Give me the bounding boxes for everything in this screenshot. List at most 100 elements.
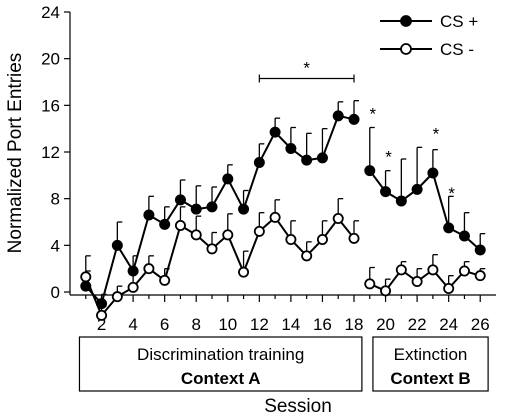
- data-point: [111, 291, 123, 303]
- annotation-layer: * * * * *: [258, 59, 455, 203]
- data-point: [80, 271, 92, 283]
- data-point: [443, 282, 455, 294]
- legend-item: CS -: [380, 40, 474, 59]
- series-cs-plus: [80, 100, 486, 310]
- data-point: [348, 232, 360, 244]
- phase-box-extinction: Extinction Context B: [372, 336, 489, 392]
- data-point: [427, 264, 439, 276]
- legend-label: CS -: [440, 40, 474, 59]
- phase-box-context: Context B: [390, 369, 470, 388]
- data-point: [364, 278, 376, 290]
- series-layer: [80, 100, 486, 321]
- data-point: [159, 274, 171, 286]
- y-tick-label: 24: [41, 3, 60, 22]
- data-point: [395, 195, 407, 207]
- data-point: [316, 152, 328, 164]
- x-tick-label: 6: [160, 315, 169, 334]
- data-point: [458, 230, 470, 242]
- y-tick-label: 12: [41, 143, 60, 162]
- significance-star: *: [385, 148, 392, 167]
- x-axis-label: Session: [264, 396, 332, 417]
- series-cs-minus: [80, 198, 486, 321]
- x-tick-label: 10: [218, 315, 237, 334]
- y-tick-label: 4: [51, 236, 60, 255]
- x-tick-label: 16: [313, 315, 332, 334]
- y-tick-label: 8: [51, 190, 60, 209]
- legend-marker: [400, 43, 412, 55]
- y-tick-label: 20: [41, 50, 60, 69]
- data-point: [190, 229, 202, 241]
- y-axis: 0 4 8 12 16 20 24: [41, 3, 71, 302]
- significance-star: *: [303, 59, 310, 78]
- data-point: [301, 154, 313, 166]
- x-tick-label: 12: [250, 315, 269, 334]
- x-tick-label: 26: [471, 315, 490, 334]
- data-point: [143, 209, 155, 221]
- data-point: [206, 243, 218, 255]
- x-axis: 2 4 6 8 10 12 14 16 18 20 22 24 26: [70, 294, 496, 334]
- data-point: [316, 233, 328, 245]
- phase-box-frame: [372, 336, 489, 392]
- significance-star: *: [448, 184, 455, 203]
- data-point: [458, 265, 470, 277]
- data-point: [332, 110, 344, 122]
- data-point: [174, 194, 186, 206]
- x-tick-label: 8: [191, 315, 200, 334]
- data-point: [301, 250, 313, 262]
- data-point: [443, 222, 455, 234]
- data-point: [96, 309, 108, 321]
- x-tick-label: 22: [408, 315, 427, 334]
- x-tick-label: 4: [128, 315, 137, 334]
- y-tick-label: 0: [51, 283, 60, 302]
- y-tick-label: 16: [41, 96, 60, 115]
- phase-box-training: Discrimination training Context A: [78, 336, 363, 392]
- phase-box-context: Context A: [181, 369, 261, 388]
- x-tick-label: 2: [97, 315, 106, 334]
- legend-item: CS +: [380, 12, 478, 31]
- data-point: [395, 264, 407, 276]
- x-tick-label: 24: [439, 315, 458, 334]
- series-line: [85, 114, 355, 306]
- data-point: [474, 270, 486, 282]
- phase-box-title: Discrimination training: [137, 345, 304, 364]
- data-point: [111, 239, 123, 251]
- phase-boxes: Discrimination training Context A Extincti…: [78, 336, 489, 392]
- legend: CS + CS -: [380, 12, 478, 59]
- data-point: [380, 285, 392, 297]
- series-line: [84, 215, 355, 318]
- phase-box-frame: [78, 336, 363, 392]
- phase-box-title: Extinction: [394, 345, 468, 364]
- y-axis-label: Normalized Port Entries: [5, 53, 26, 254]
- data-point: [127, 281, 139, 293]
- data-point: [411, 183, 423, 195]
- data-point: [238, 266, 250, 278]
- x-tick-label: 14: [281, 315, 300, 334]
- data-point: [253, 225, 265, 237]
- data-point: [380, 186, 392, 198]
- data-point: [427, 167, 439, 179]
- data-point: [159, 218, 171, 230]
- data-point: [269, 126, 281, 138]
- data-point: [206, 201, 218, 213]
- data-point: [285, 142, 297, 154]
- data-point: [253, 156, 265, 168]
- data-point: [238, 203, 250, 215]
- data-point: [348, 113, 360, 125]
- data-point: [190, 203, 202, 215]
- x-tick-label: 18: [345, 315, 364, 334]
- data-point: [269, 211, 281, 223]
- data-point: [364, 165, 376, 177]
- data-point: [332, 212, 344, 224]
- significance-star: *: [369, 105, 376, 124]
- data-point: [222, 173, 234, 185]
- data-point: [285, 233, 297, 245]
- legend-marker: [400, 15, 412, 27]
- data-point: [411, 275, 423, 287]
- data-point: [174, 219, 186, 231]
- data-point: [143, 263, 155, 275]
- x-tick-label: 20: [376, 315, 395, 334]
- data-point: [474, 244, 486, 256]
- legend-label: CS +: [440, 12, 478, 31]
- data-point: [222, 229, 234, 241]
